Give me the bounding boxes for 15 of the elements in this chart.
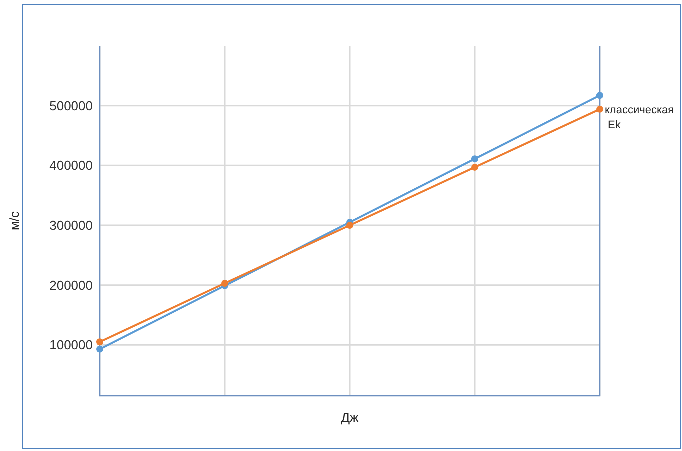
y-tick-label: 500000 <box>50 98 93 114</box>
point <box>346 222 354 229</box>
point <box>472 164 478 171</box>
x-axis-title: Дж <box>341 410 360 425</box>
y-tick-label: 400000 <box>50 158 93 174</box>
y-tick-label: 200000 <box>50 278 93 293</box>
series-label: классическая Ek <box>605 104 674 132</box>
y-tick-label: 100000 <box>50 338 93 353</box>
y-axis-title: м/с <box>7 210 22 231</box>
point <box>596 106 604 113</box>
point <box>96 338 104 346</box>
point <box>96 346 104 353</box>
y-tick-label: 300000 <box>50 218 93 234</box>
point <box>596 92 604 100</box>
point <box>472 156 478 163</box>
